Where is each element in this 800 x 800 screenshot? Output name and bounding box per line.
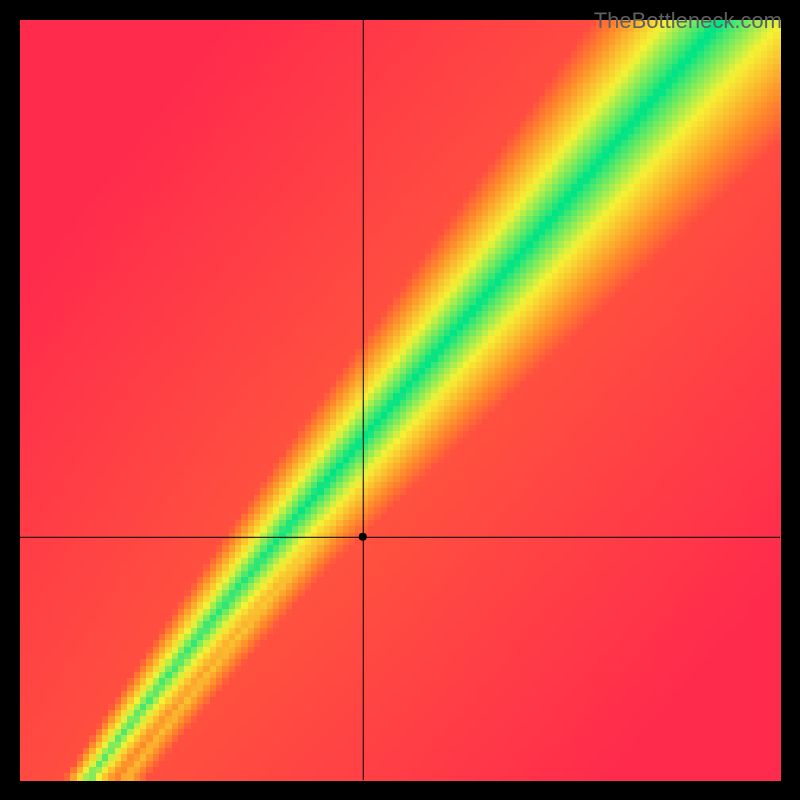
watermark-text: TheBottleneck.com <box>594 8 782 34</box>
bottleneck-heatmap <box>0 0 800 800</box>
